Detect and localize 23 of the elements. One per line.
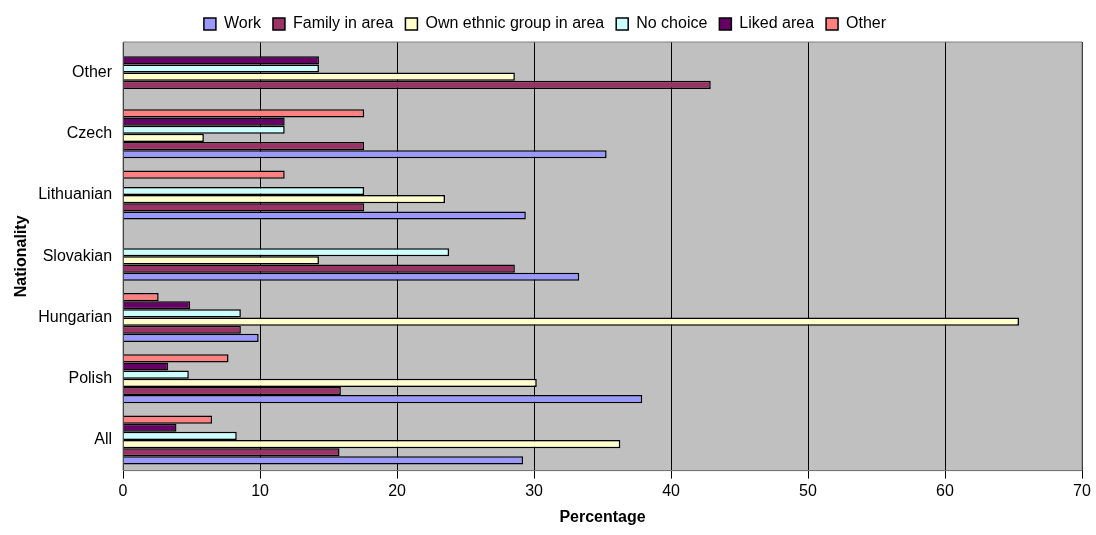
legend-label: Family in area — [292, 14, 394, 32]
y-axis-title: Nationality — [12, 215, 30, 298]
legend-label: No choice — [636, 14, 708, 32]
y-tick-label: Other — [72, 63, 113, 81]
legend-label: Other — [846, 14, 887, 32]
x-tick-label: 70 — [1073, 481, 1091, 499]
x-tick-label: 30 — [525, 481, 544, 499]
legend-label: Own ethnic group in area — [425, 14, 605, 32]
x-axis-title: Percentage — [559, 507, 646, 525]
x-tick-label: 60 — [936, 481, 955, 499]
legend-label: Liked area — [739, 14, 815, 32]
y-tick-label: All — [94, 430, 113, 448]
y-tick-label: Hungarian — [38, 307, 113, 325]
x-tick-label: 0 — [118, 481, 128, 499]
legend-label: Work — [223, 14, 262, 32]
y-tick-label: Czech — [66, 124, 113, 142]
x-tick-label: 40 — [662, 481, 681, 499]
y-tick-label: Polish — [68, 369, 113, 387]
y-tick-label: Lithuanian — [38, 185, 113, 203]
x-tick-label: 10 — [251, 481, 270, 499]
y-tick-label: Slovakian — [42, 246, 113, 264]
x-tick-label: 20 — [388, 481, 407, 499]
x-tick-label: 50 — [799, 481, 818, 499]
